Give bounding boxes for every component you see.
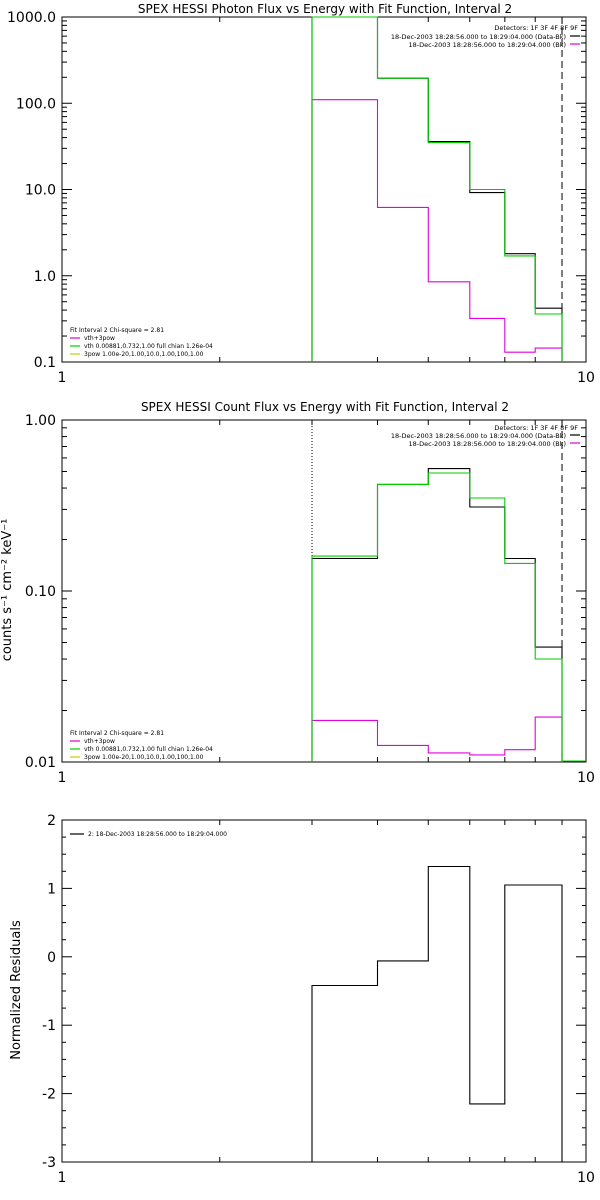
x-tick-label: 10 — [577, 1170, 595, 1186]
series-step-line — [311, 472, 563, 762]
chart-title: SPEX HESSI Count Flux vs Energy with Fit… — [141, 400, 509, 414]
fit-info: Fit Interval 2 Chi-square = 2.81 — [70, 327, 164, 334]
count-flux-panel: SPEX HESSI Count Flux vs Energy with Fit… — [0, 400, 595, 786]
series-step-line — [311, 16, 563, 362]
y-tick-label: 1000.0 — [7, 10, 56, 26]
legend-entry-vth: vth 0.00881,0.732,1.00 full chian 1.26e-… — [84, 746, 213, 753]
plot-frame — [61, 819, 587, 1163]
series-step-line — [311, 99, 563, 362]
y-tick-label: 0.01 — [25, 755, 56, 771]
x-tick-label: 1 — [58, 370, 67, 386]
y-axis-label: Normalized Residuals — [9, 920, 24, 1060]
legend-entry-bk: 18-Dec-2003 18:28:56.000 to 18:29:04.000… — [409, 440, 567, 448]
y-tick-label: 0.1 — [34, 355, 56, 371]
series-step-line — [311, 468, 563, 762]
chart-title: SPEX HESSI Photon Flux vs Energy with Fi… — [138, 2, 512, 16]
y-tick-label: 1 — [47, 881, 56, 897]
series-step-line — [311, 716, 563, 762]
y-tick-label: 0 — [47, 950, 56, 966]
legend-entry-model: vth+3pow — [84, 738, 115, 745]
y-tick-label: 100.0 — [16, 96, 56, 112]
legend-entry-model: vth+3pow — [84, 335, 115, 342]
legend-entry-bk: 18-Dec-2003 18:28:56.000 to 18:29:04.000… — [409, 41, 567, 49]
series-step-line — [311, 16, 563, 362]
y-axis-label: counts s⁻¹ cm⁻² keV⁻¹ — [0, 519, 15, 662]
y-tick-label: 1.00 — [25, 413, 56, 429]
x-tick-label: 10 — [577, 370, 595, 386]
x-tick-label: 10 — [577, 770, 595, 786]
y-tick-label: 1.0 — [34, 269, 56, 285]
photon-flux-panel: SPEX HESSI Photon Flux vs Energy with Fi… — [7, 2, 595, 386]
plot-frame — [61, 16, 587, 363]
legend-entry-data-bk: 18-Dec-2003 18:28:56.000 to 18:29:04.000… — [391, 432, 566, 440]
y-tick-label: 10.0 — [25, 183, 56, 199]
legend-entry-3pow: 3pow 1.00e-20,1.00,10.0,1.00,100,1.00 — [84, 351, 204, 358]
detectors-note: Detectors: 1F 3F 4F 8F 9F — [494, 424, 578, 432]
legend-entry-interval: 2: 18-Dec-2003 18:28:56.000 to 18:29:04.… — [88, 831, 227, 838]
y-tick-label: -1 — [42, 1018, 56, 1034]
legend-entry-data-bk: 18-Dec-2003 18:28:56.000 to 18:29:04.000… — [391, 33, 566, 41]
y-tick-label: -2 — [42, 1087, 56, 1103]
residuals-panel: Normalized Residuals 2: 18-Dec-2003 18:2… — [9, 813, 595, 1186]
y-tick-label: 0.10 — [25, 584, 56, 600]
detectors-note: Detectors: 1F 3F 4F 8F 9F — [494, 24, 578, 32]
x-tick-label: 1 — [58, 1170, 67, 1186]
y-tick-label: -3 — [42, 1155, 56, 1171]
y-tick-label: 2 — [47, 813, 56, 829]
legend-entry-3pow: 3pow 1.00e-20,1.00,10.0,1.00,100,1.00 — [84, 754, 204, 761]
x-tick-label: 1 — [58, 770, 67, 786]
plot-frame — [61, 419, 587, 763]
fit-info: Fit Interval 2 Chi-square = 2.81 — [70, 730, 164, 737]
legend-entry-vth: vth 0.00881,0.732,1.00 full chian 1.26e-… — [84, 343, 213, 350]
series-step-line — [311, 865, 563, 1162]
